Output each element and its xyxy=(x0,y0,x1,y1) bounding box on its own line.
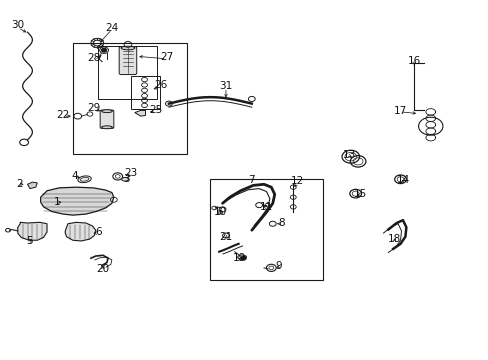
Text: 26: 26 xyxy=(154,80,167,90)
Text: 21: 21 xyxy=(219,232,232,242)
Text: 10: 10 xyxy=(213,207,226,217)
Text: 6: 6 xyxy=(95,227,102,237)
Text: 18: 18 xyxy=(387,234,401,244)
Ellipse shape xyxy=(102,126,112,129)
Text: 14: 14 xyxy=(396,175,409,185)
Text: 19: 19 xyxy=(232,253,246,263)
Text: 3: 3 xyxy=(123,174,129,184)
Text: 12: 12 xyxy=(290,176,303,186)
Text: 30: 30 xyxy=(11,20,24,30)
FancyBboxPatch shape xyxy=(100,110,114,129)
Ellipse shape xyxy=(78,176,91,183)
Text: 1: 1 xyxy=(53,197,60,207)
Polygon shape xyxy=(18,222,47,240)
Ellipse shape xyxy=(121,46,135,50)
Text: 5: 5 xyxy=(26,236,33,246)
Text: 7: 7 xyxy=(248,175,255,185)
Text: 20: 20 xyxy=(96,264,109,274)
Text: 4: 4 xyxy=(71,171,78,181)
Ellipse shape xyxy=(237,255,246,259)
Text: 15: 15 xyxy=(353,189,366,199)
Text: 17: 17 xyxy=(393,106,407,116)
Circle shape xyxy=(102,48,106,52)
Text: 28: 28 xyxy=(87,53,101,63)
Bar xyxy=(98,45,157,99)
Text: 24: 24 xyxy=(105,23,118,33)
Polygon shape xyxy=(27,182,37,189)
Polygon shape xyxy=(65,222,96,241)
Text: 31: 31 xyxy=(219,81,232,91)
Ellipse shape xyxy=(102,110,112,113)
Text: 27: 27 xyxy=(160,52,173,62)
Text: 25: 25 xyxy=(149,105,162,115)
FancyBboxPatch shape xyxy=(119,46,137,75)
Bar xyxy=(73,43,187,154)
Bar xyxy=(131,76,159,109)
Ellipse shape xyxy=(122,177,128,181)
Text: 2: 2 xyxy=(16,179,22,189)
Text: 13: 13 xyxy=(342,150,355,160)
Text: 9: 9 xyxy=(275,261,282,271)
Text: 23: 23 xyxy=(124,168,138,178)
Text: 8: 8 xyxy=(277,218,284,228)
Text: 16: 16 xyxy=(407,56,420,66)
Circle shape xyxy=(241,256,245,260)
Text: 11: 11 xyxy=(259,202,272,212)
Text: 22: 22 xyxy=(57,110,70,120)
Text: 29: 29 xyxy=(87,103,101,113)
Bar xyxy=(210,179,322,280)
Polygon shape xyxy=(135,111,145,116)
Polygon shape xyxy=(41,187,114,215)
